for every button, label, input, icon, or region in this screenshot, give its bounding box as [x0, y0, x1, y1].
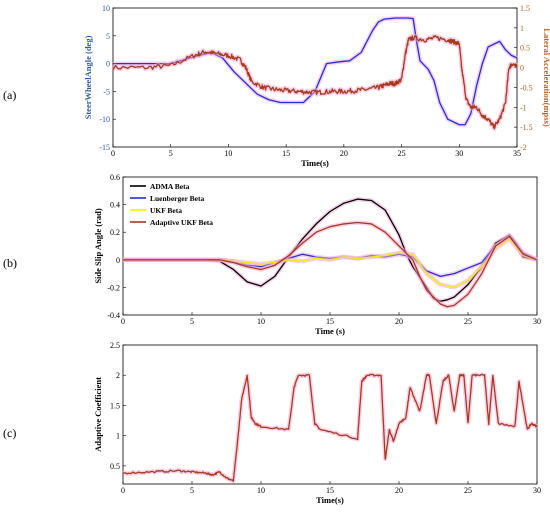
y-tick-label: 1 [116, 432, 120, 441]
x-tick-label: 5 [190, 317, 194, 326]
plot-frame [112, 7, 518, 148]
chart-2: 0 5 10 15 20 25 30 0.6 0.4 0.2 0 -0.2 -0.4 Time (s) Si… [93, 173, 541, 336]
x-tick-label: 25 [464, 486, 472, 495]
y-tick-label: 0.5 [110, 462, 120, 471]
x-tick-label: 20 [395, 317, 403, 326]
y2-tick-label: -2 [520, 143, 527, 152]
legend-label: Luenberger Beta [150, 194, 204, 203]
x-tick-label: 20 [340, 149, 348, 158]
y2-tick-label: 1 [520, 24, 524, 33]
x-tick-label: 10 [257, 317, 265, 326]
legend-label: UKF Beta [150, 206, 182, 215]
y2-tick-label: -1.5 [520, 123, 533, 132]
x-tick-label: 0 [121, 486, 125, 495]
series-line-4 [123, 221, 538, 308]
legend-label: ADMA Beta [150, 182, 190, 191]
x-tick-label: 30 [533, 317, 541, 326]
y-tick-label: -0.2 [107, 283, 120, 292]
y-tick-label: -5 [103, 87, 110, 96]
series-line-1-halo [122, 372, 539, 484]
series-line-1 [113, 17, 518, 126]
y2-tick-label: -1 [520, 103, 527, 112]
legend-label: Adaptive UKF Beta [150, 218, 213, 227]
y-tick-label: 0.6 [110, 173, 120, 182]
y2-tick-label: -0.5 [520, 83, 533, 92]
x-tick-label: 30 [533, 486, 541, 495]
y-tick-label: 0.4 [110, 201, 120, 210]
y2-tick-label: 1.5 [520, 4, 530, 13]
x-tick-label: 25 [464, 317, 472, 326]
x-tick-label: 25 [398, 149, 406, 158]
chart-3: 0 5 10 15 20 25 30 2.5 2 1.5 1 0.5 Time(s) Adaptive C… [93, 341, 541, 505]
y-axis-label: SteerWheelAngle (deg) [83, 35, 93, 119]
x-tick-label: 10 [257, 486, 265, 495]
series-line-2 [112, 35, 518, 130]
x-tick-label: 15 [326, 317, 334, 326]
y-tick-label: -10 [99, 115, 110, 124]
panel-label-c: (c) [3, 426, 16, 440]
chart-1: 0 5 10 15 20 25 30 35 10 5 0 -5 -10 -15 1.5 1 0.5 0 -0.5 -1… [83, 4, 550, 168]
x-axis-label: Time(s) [316, 495, 344, 505]
series-line-1 [122, 373, 538, 482]
panel-label-b: (b) [3, 256, 17, 270]
panel-label-a: (a) [3, 88, 16, 102]
y-axis-label: Adaptive Coefficient [93, 377, 103, 452]
y2-tick-label: 0.5 [520, 44, 530, 53]
series-line-3 [123, 238, 538, 289]
plot-frame [122, 344, 538, 485]
y-axis-label: Side Slip Angle (rad) [93, 208, 103, 284]
y-tick-label: 2 [116, 371, 120, 380]
charts-layer: 0 5 10 15 20 25 30 351050-5-10-151.510.50-0.5-1… [83, 4, 550, 505]
y-tick-label: 5 [106, 32, 110, 41]
y-tick-label: 0.2 [110, 228, 120, 237]
x-tick-label: 10 [224, 149, 232, 158]
x-tick-label: 5 [190, 486, 194, 495]
x-axis-label: Time (s) [315, 326, 345, 336]
y-tick-label: -15 [99, 143, 110, 152]
x-tick-label: 0 [111, 149, 115, 158]
series-line-1-halo [113, 15, 518, 127]
y-tick-label: 1.5 [110, 401, 120, 410]
y2-tick-label: 0 [520, 64, 524, 73]
series-line-2-halo [111, 33, 520, 131]
x-tick-label: 20 [395, 486, 403, 495]
x-tick-label: 15 [326, 486, 334, 495]
y2-axis-label: Lateral Acceleration(mpss) [542, 28, 550, 127]
y-tick-label: 0 [116, 256, 120, 265]
x-axis-label: Time(s) [301, 158, 329, 168]
y-tick-label: -0.4 [107, 311, 120, 320]
x-tick-label: 15 [282, 149, 290, 158]
x-tick-label: 30 [455, 149, 463, 158]
y-tick-label: 2.5 [110, 341, 120, 350]
series-line-2-halo [123, 234, 538, 279]
y-tick-label: 0 [106, 60, 110, 69]
x-tick-label: 5 [169, 149, 173, 158]
y-tick-label: 10 [102, 4, 110, 13]
x-tick-label: 35 [513, 149, 521, 158]
x-tick-label: 0 [121, 317, 125, 326]
